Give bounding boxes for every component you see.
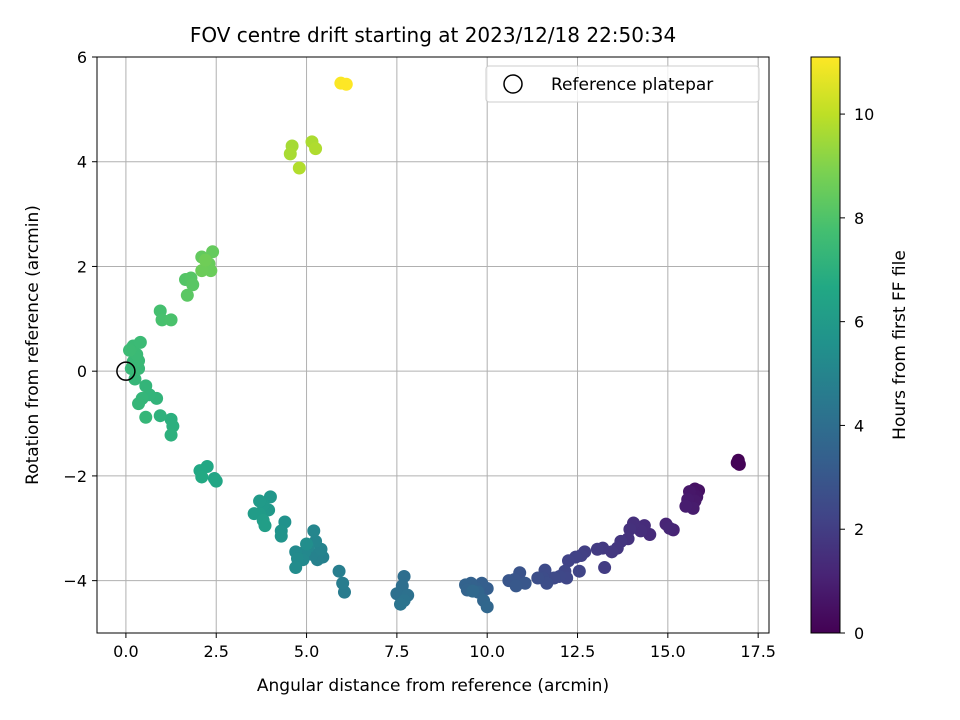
scatter-point [155, 313, 169, 327]
scatter-points [123, 76, 746, 614]
scatter-point [204, 264, 218, 278]
scatter-point [209, 474, 223, 488]
scatter-point [195, 470, 209, 484]
scatter-point [132, 397, 146, 411]
colorbar: 0 2 4 6 8 10 Hours from first FF file [810, 56, 910, 643]
scatter-point [139, 410, 153, 424]
scatter-point [128, 372, 142, 386]
colorbar-gradient [810, 56, 841, 634]
x-tick-label: 12.5 [560, 642, 596, 661]
scatter-point [309, 142, 323, 156]
grid-lines [97, 56, 769, 633]
scatter-point [732, 457, 746, 471]
legend-entry-reference: Reference platepar [551, 75, 713, 95]
scatter-point [186, 278, 200, 292]
scatter-point [292, 161, 306, 175]
scatter-point [339, 77, 353, 91]
colorbar-label: Hours from first FF file [890, 250, 910, 440]
scatter-point [133, 335, 147, 349]
reference-platepar-marker [116, 361, 136, 381]
scatter-point [307, 524, 321, 538]
scatter-point [561, 554, 575, 568]
scatter-point [283, 147, 297, 161]
x-tick-label: 0.0 [113, 642, 138, 661]
scatter-point [598, 561, 612, 575]
scatter-point [195, 264, 209, 278]
y-tick-label: 6 [77, 48, 87, 67]
legend: Reference platepar [485, 65, 760, 103]
scatter-point [663, 521, 677, 535]
y-tick-label: −2 [63, 467, 87, 486]
x-tick-label: 5.0 [294, 642, 319, 661]
colorbar-tick-label: 10 [854, 105, 874, 124]
x-axis-label: Angular distance from reference (arcmin) [257, 676, 609, 696]
legend-box [485, 65, 760, 103]
x-tick-label: 10.0 [469, 642, 505, 661]
scatter-point [480, 600, 494, 614]
colorbar-tick-label: 4 [854, 416, 864, 435]
x-tick-label: 15.0 [650, 642, 686, 661]
scatter-point [153, 409, 167, 423]
colorbar-ticks: 0 2 4 6 8 10 [840, 105, 874, 643]
x-axis-ticks: 0.0 2.5 5.0 7.5 10.0 12.5 15.0 17.5 [113, 633, 776, 661]
legend-reference-marker [503, 74, 523, 94]
scatter-point [332, 564, 346, 578]
colorbar-tick-label: 2 [854, 520, 864, 539]
scatter-point [300, 537, 314, 551]
scatter-point [509, 579, 523, 593]
y-axis-label: Rotation from reference (arcmin) [23, 205, 43, 485]
scatter-point [164, 313, 178, 327]
scatter-point [123, 343, 137, 357]
chart-title: FOV centre drift starting at 2023/12/18 … [190, 23, 676, 47]
scatter-point [531, 571, 545, 585]
scatter-point [393, 597, 407, 611]
x-tick-label: 2.5 [203, 642, 228, 661]
y-axis-ticks: −4 −2 0 2 4 6 [63, 48, 97, 591]
scatter-point [253, 494, 267, 508]
y-tick-label: 2 [77, 257, 87, 276]
scatter-point [180, 288, 194, 302]
scatter-point [139, 379, 153, 393]
colorbar-tick-label: 8 [854, 209, 864, 228]
scatter-point [336, 576, 350, 590]
scatter-point [274, 529, 288, 543]
y-tick-label: 4 [77, 153, 87, 172]
scatter-point [198, 253, 212, 267]
colorbar-tick-label: 0 [854, 624, 864, 643]
reference-marker-group [116, 361, 136, 381]
y-tick-label: 0 [77, 362, 87, 381]
scatter-point [258, 519, 272, 533]
scatter-point [590, 542, 604, 556]
scatter-point [164, 428, 178, 442]
scatter-point [247, 507, 261, 521]
plot-frame [96, 56, 770, 634]
scatter-point [679, 499, 693, 513]
colorbar-tick-label: 6 [854, 313, 864, 332]
x-tick-label: 17.5 [740, 642, 776, 661]
scatter-point [466, 584, 480, 598]
scatter-point [289, 561, 303, 575]
x-tick-label: 7.5 [384, 642, 409, 661]
scatter-point [572, 564, 586, 578]
y-tick-label: −4 [63, 572, 87, 591]
